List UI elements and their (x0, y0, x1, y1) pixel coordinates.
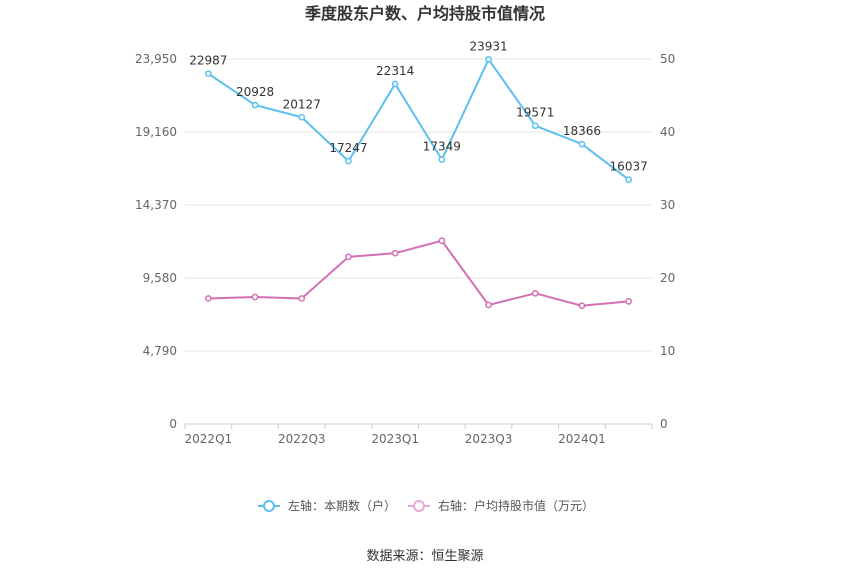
legend-marker-2 (413, 500, 425, 512)
data-label: 20127 (283, 97, 321, 111)
x-tick-label: 2023Q3 (465, 432, 513, 446)
data-point-1 (578, 140, 586, 148)
left-axis: 0 4,790 9,580 14,370 19,160 23,950 (135, 52, 177, 431)
legend-label-2: 右轴：户均持股市值（万元） (438, 498, 594, 513)
legend: 左轴：本期数（户） 右轴：户均持股市值（万元） (258, 498, 594, 513)
right-tick-label: 0 (660, 417, 668, 431)
data-point-2 (625, 298, 633, 305)
data-label: 22314 (376, 64, 414, 78)
left-tick-label: 9,580 (143, 271, 177, 285)
right-tick-label: 10 (660, 344, 675, 358)
right-tick-label: 50 (660, 52, 675, 66)
data-label: 16037 (610, 160, 648, 174)
left-tick-label: 0 (169, 417, 177, 431)
left-tick-label: 14,370 (135, 198, 177, 212)
data-point-2 (531, 289, 539, 297)
legend-label-1: 左轴：本期数（户） (288, 498, 396, 513)
data-point-2 (345, 253, 352, 261)
data-point-1 (251, 101, 259, 109)
x-tick-label: 2022Q1 (185, 432, 233, 446)
data-point-1 (531, 122, 539, 130)
data-label: 20928 (236, 85, 274, 99)
x-tick-label: 2024Q1 (558, 432, 606, 446)
data-point-1 (205, 70, 212, 78)
data-label: 17247 (329, 141, 367, 155)
legend-marker-1 (263, 500, 275, 512)
data-point-2 (438, 237, 446, 245)
data-point-1 (391, 80, 399, 88)
data-point-1 (438, 156, 446, 163)
data-label: 22987 (189, 54, 227, 68)
data-point-2 (205, 295, 212, 302)
data-point-1 (298, 113, 306, 121)
left-tick-label: 23,950 (135, 52, 177, 66)
left-tick-label: 4,790 (143, 344, 177, 358)
x-tick-label: 2023Q1 (371, 432, 419, 446)
data-label: 19571 (516, 106, 554, 120)
series-layer: 22987 20928 20127 17247 22314 17349 23931 19571… (189, 39, 648, 310)
data-label: 23931 (469, 39, 507, 53)
data-point-1 (485, 55, 492, 63)
data-label: 17349 (423, 140, 461, 154)
right-tick-label: 40 (660, 125, 675, 139)
series-line-1 (207, 58, 630, 181)
left-tick-label: 19,160 (135, 125, 177, 139)
data-label: 18366 (563, 124, 601, 138)
x-tick-label: 2022Q3 (278, 432, 326, 446)
right-tick-label: 30 (660, 198, 675, 212)
data-point-1 (345, 157, 352, 165)
right-tick-label: 20 (660, 271, 675, 285)
source-note: 数据来源：恒生聚源 (366, 549, 483, 564)
x-axis: 2022Q1 2022Q3 2023Q1 2023Q3 2024Q1 (184, 424, 653, 446)
data-point-2 (298, 295, 306, 302)
series-line-2 (208, 239, 629, 307)
grid (185, 58, 652, 425)
data-point-2 (578, 302, 586, 310)
chart-title: 季度股东户数、户均持股市值情况 (304, 4, 545, 23)
data-point-2 (485, 301, 492, 309)
right-axis: 0 10 20 30 40 50 (660, 52, 675, 431)
data-point-2 (391, 249, 399, 257)
data-point-2 (251, 293, 259, 301)
data-point-1 (625, 176, 633, 183)
